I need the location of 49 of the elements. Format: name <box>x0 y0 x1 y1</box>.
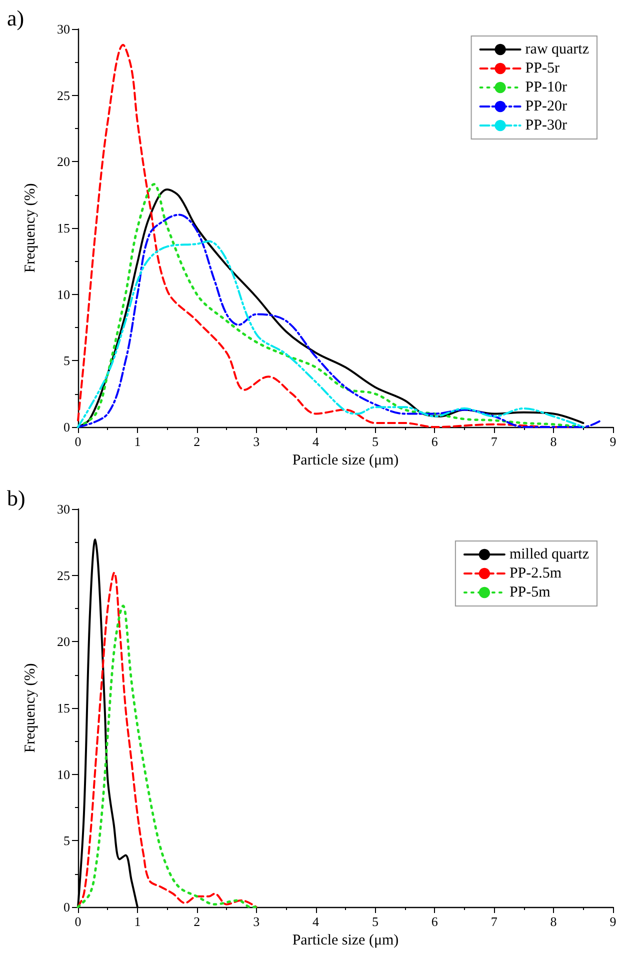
y-tick-label: 25 <box>57 88 70 103</box>
x-tick-label: 3 <box>253 434 260 449</box>
legend-label: milled quartz <box>509 546 590 562</box>
x-tick-label: 3 <box>253 914 260 929</box>
y-tick-label: 5 <box>64 353 70 368</box>
y-tick-label: 25 <box>57 568 70 583</box>
legend-label: PP-5r <box>525 60 560 76</box>
chart-title: a) <box>7 6 24 30</box>
y-tick-label: 15 <box>57 220 70 236</box>
line-series <box>77 240 584 428</box>
x-tick-label: 4 <box>312 914 320 929</box>
legend-label: PP-2.5m <box>509 566 562 582</box>
x-axis-title: Particle size (μm) <box>292 932 399 948</box>
legend-label: PP-10r <box>525 80 567 96</box>
x-tick-label: 4 <box>312 434 320 449</box>
x-tick-label: 5 <box>372 434 378 449</box>
y-tick-label: 20 <box>57 154 70 170</box>
y-tick-label: 30 <box>57 502 70 516</box>
y-axis-title: Frequency (%) <box>22 663 38 753</box>
x-tick-label: 7 <box>490 914 498 929</box>
legend-label: PP-5m <box>509 584 551 600</box>
y-tick-label: 20 <box>57 634 70 650</box>
x-tick-label: 9 <box>610 914 616 929</box>
x-tick-label: 5 <box>372 914 378 929</box>
x-tick-label: 6 <box>431 914 438 929</box>
x-tick-label: 2 <box>194 914 200 929</box>
x-tick-label: 2 <box>194 434 200 449</box>
chart-title: b) <box>7 486 26 510</box>
x-tick-label: 0 <box>74 914 82 929</box>
y-tick-label: 30 <box>57 22 70 36</box>
legend-label: PP-20r <box>525 98 567 114</box>
legend-label: raw quartz <box>525 42 590 58</box>
y-tick-label: 0 <box>64 420 70 434</box>
x-tick-label: 9 <box>610 434 616 449</box>
x-tick-label: 0 <box>74 434 82 449</box>
y-tick-label: 5 <box>64 833 70 848</box>
y-tick-label: 10 <box>57 766 70 782</box>
x-tick-label: 6 <box>431 434 438 449</box>
y-axis-title: Frequency (%) <box>22 183 38 273</box>
x-tick-label: 8 <box>550 434 557 449</box>
y-tick-label: 10 <box>57 286 70 302</box>
y-tick-label: 0 <box>64 900 70 914</box>
x-tick-label: 8 <box>550 914 557 929</box>
x-tick-label: 1 <box>134 914 141 929</box>
x-tick-label: 1 <box>134 434 141 449</box>
x-tick-label: 7 <box>490 434 498 449</box>
y-tick-label: 15 <box>57 700 70 716</box>
legend-label: PP-30r <box>525 118 567 134</box>
x-axis-title: Particle size (μm) <box>292 452 399 468</box>
